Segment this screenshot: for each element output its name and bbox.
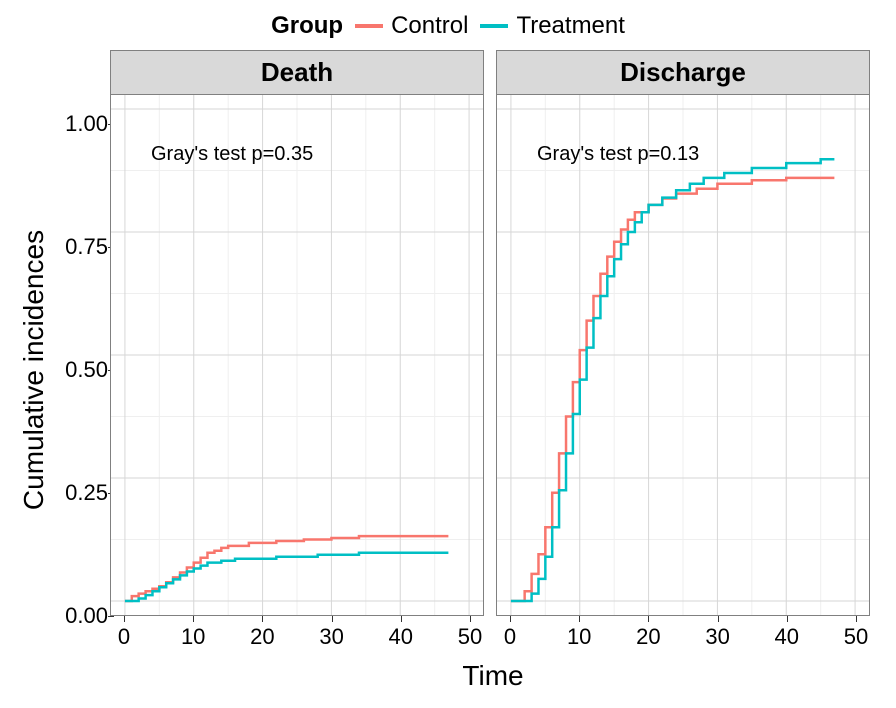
x-axis: 0 10 20 30 40 50 [110,616,484,656]
plot-area: Gray's test p=0.35 [110,95,484,616]
x-tick-mark [470,616,471,622]
x-tick-label: 10 [567,624,591,650]
x-tick-label: 30 [705,624,729,650]
legend-swatch-treatment [480,24,508,28]
panel-strip: Discharge [496,50,870,95]
y-tick-label: 1.00 [65,111,108,137]
panel-annotation: Gray's test p=0.35 [151,143,313,166]
panel: Discharge Gray's test p=0.13 0 10 20 30 40 50 [496,50,870,656]
panel: Death Gray's test p=0.35 0 10 20 30 40 50 [110,50,484,656]
x-tick-mark [401,616,402,622]
legend-item-treatment: Treatment [480,12,624,40]
x-tick-label: 20 [636,624,660,650]
legend-title: Group [271,12,343,40]
x-tick-label: 40 [775,624,799,650]
x-tick-label: 50 [844,624,868,650]
x-tick-mark [648,616,649,622]
facets: DeathGray's test p=0.3501020304050Discha… [110,50,876,656]
x-tick-mark [510,616,511,622]
y-tick-label: 0.25 [65,480,108,506]
legend-label-treatment: Treatment [516,12,624,40]
legend-item-control: Control [355,12,468,40]
y-axis-title: Cumulative incidences [18,230,50,510]
x-tick-label: 10 [181,624,205,650]
x-tick-mark [579,616,580,622]
x-tick-label: 20 [250,624,274,650]
panel-strip: Death [110,50,484,95]
x-tick-mark [262,616,263,622]
x-tick-label: 0 [504,624,516,650]
x-tick-mark [718,616,719,622]
panel-annotation: Gray's test p=0.13 [537,143,699,166]
x-tick-label: 30 [319,624,343,650]
y-axis: 0.00 0.25 0.50 0.75 1.00 [62,110,108,630]
x-tick-mark [124,616,125,622]
x-tick-mark [856,616,857,622]
legend: Group Control Treatment [0,0,896,40]
y-tick-label: 0.00 [65,603,108,629]
legend-label-control: Control [391,12,468,40]
x-tick-label: 50 [458,624,482,650]
legend-swatch-control [355,24,383,28]
x-tick-label: 40 [389,624,413,650]
x-tick-mark [193,616,194,622]
x-axis: 0 10 20 30 40 50 [496,616,870,656]
y-tick-label: 0.50 [65,357,108,383]
plot-area: Gray's test p=0.13 [496,95,870,616]
y-tick-label: 0.75 [65,234,108,260]
x-axis-title: Time [110,660,876,692]
x-tick-label: 0 [118,624,130,650]
x-tick-mark [787,616,788,622]
x-tick-mark [332,616,333,622]
